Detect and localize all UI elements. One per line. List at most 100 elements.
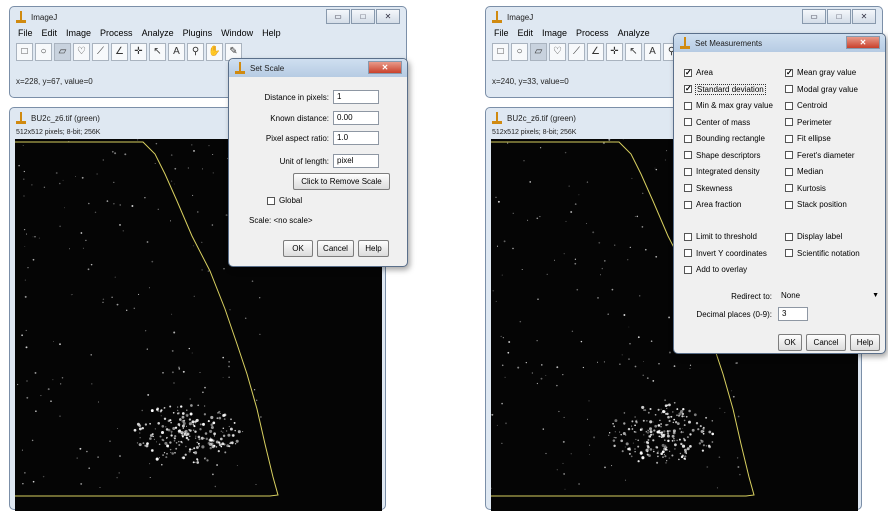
area-fraction-checkbox[interactable]: Area fraction xyxy=(684,200,741,209)
hand-tool-icon[interactable]: ✋ xyxy=(206,43,223,61)
skewness-checkbox[interactable]: Skewness xyxy=(684,184,732,193)
invert-y-coordinates-checkbox[interactable]: Invert Y coordinates xyxy=(684,249,767,258)
rectangle-tool-icon[interactable]: □ xyxy=(492,43,509,61)
fluorescence-spot xyxy=(155,457,159,461)
limit-to-threshold-checkbox[interactable]: Limit to threshold xyxy=(684,232,757,241)
display-label-checkbox[interactable]: Display label xyxy=(785,232,842,241)
remove-scale-button[interactable]: Click to Remove Scale xyxy=(293,173,390,190)
close-button[interactable]: ✕ xyxy=(376,9,400,24)
global-checkbox[interactable]: Global xyxy=(267,196,302,205)
menu-analyze[interactable]: Analyze xyxy=(617,28,650,38)
line-tool-icon[interactable]: ⟋ xyxy=(568,43,585,61)
point-tool-icon[interactable]: ✛ xyxy=(130,43,147,61)
kurtosis-checkbox[interactable]: Kurtosis xyxy=(785,184,826,193)
close-button[interactable]: ✕ xyxy=(846,36,880,49)
fluorescence-spot xyxy=(170,154,173,156)
ok-button[interactable]: OK xyxy=(283,240,313,257)
ok-button[interactable]: OK xyxy=(778,334,802,351)
fluorescence-spot xyxy=(647,429,649,431)
close-button[interactable]: ✕ xyxy=(368,61,402,74)
menu-image[interactable]: Image xyxy=(66,28,92,38)
fluorescence-spot xyxy=(177,411,180,415)
modal-gray-value-checkbox[interactable]: Modal gray value xyxy=(785,85,858,94)
wand-tool-icon[interactable]: ↖ xyxy=(625,43,642,61)
magnifier-tool-icon[interactable]: ⚲ xyxy=(187,43,204,61)
menu-edit[interactable]: Edit xyxy=(517,28,534,38)
cancel-button[interactable]: Cancel xyxy=(317,240,354,257)
shape-descriptors-checkbox[interactable]: Shape descriptors xyxy=(684,151,760,160)
angle-tool-icon[interactable]: ∠ xyxy=(587,43,604,61)
integrated-density-checkbox[interactable]: Integrated density xyxy=(684,167,760,176)
rectangle-tool-icon[interactable]: □ xyxy=(16,43,33,61)
pixel-aspect-ratio-field[interactable]: 1.0 xyxy=(333,131,379,145)
min-max-gray-value-checkbox[interactable]: Min & max gray value xyxy=(684,101,773,110)
menu-edit[interactable]: Edit xyxy=(41,28,58,38)
fluorescence-spot xyxy=(652,380,655,382)
perimeter-checkbox[interactable]: Perimeter xyxy=(785,118,832,127)
fluorescence-spot xyxy=(259,416,262,418)
dialog-title-bar[interactable]: Set Scale ✕ xyxy=(229,59,407,77)
fluorescence-spot xyxy=(139,437,141,439)
standard-deviation-checkbox[interactable]: ✓ Standard deviation xyxy=(684,83,766,95)
maximize-button[interactable]: □ xyxy=(827,9,851,24)
image-title-bar[interactable]: BU2c_z6.tif (green) xyxy=(10,108,385,128)
oval-tool-icon[interactable]: ○ xyxy=(35,43,52,61)
bounding-rectangle-checkbox[interactable]: Bounding rectangle xyxy=(684,134,765,143)
center-of-mass-checkbox[interactable]: Center of mass xyxy=(684,118,750,127)
scientific-notation-checkbox[interactable]: Scientific notation xyxy=(785,249,860,258)
menu-plugins[interactable]: Plugins xyxy=(182,28,213,38)
point-tool-icon[interactable]: ✛ xyxy=(606,43,623,61)
known-distance-field[interactable]: 0.00 xyxy=(333,111,379,125)
fluorescence-spot xyxy=(703,430,705,432)
menu-help[interactable]: Help xyxy=(262,28,281,38)
polygon-tool-icon[interactable]: ▱ xyxy=(54,43,71,61)
add-to-overlay-checkbox[interactable]: Add to overlay xyxy=(684,265,747,274)
menu-file[interactable]: File xyxy=(494,28,509,38)
area-checkbox[interactable]: ✓ Area xyxy=(684,68,713,77)
fluorescence-spot xyxy=(574,203,577,205)
image-title-bar[interactable]: BU2c_z6.tif (green) xyxy=(486,108,861,128)
dialog-title-bar[interactable]: Set Measurements ✕ xyxy=(674,34,885,52)
fluorescence-spot xyxy=(702,432,705,435)
menu-analyze[interactable]: Analyze xyxy=(141,28,174,38)
help-button[interactable]: Help xyxy=(850,334,880,351)
help-button[interactable]: Help xyxy=(358,240,389,257)
fluorescence-spot xyxy=(222,427,225,429)
menu-process[interactable]: Process xyxy=(100,28,133,38)
text-tool-icon[interactable]: A xyxy=(168,43,185,61)
menu-file[interactable]: File xyxy=(18,28,33,38)
minimize-button[interactable]: ▭ xyxy=(802,9,826,24)
menu-window[interactable]: Window xyxy=(221,28,254,38)
feret-s-diameter-checkbox[interactable]: Feret's diameter xyxy=(785,151,855,160)
centroid-checkbox[interactable]: Centroid xyxy=(785,101,827,110)
fluorescence-spot xyxy=(26,396,29,399)
distance-in-pixels-field[interactable]: 1 xyxy=(333,90,379,104)
angle-tool-icon[interactable]: ∠ xyxy=(111,43,128,61)
wand-tool-icon[interactable]: ↖ xyxy=(149,43,166,61)
checkbox-box xyxy=(684,101,692,110)
oval-tool-icon[interactable]: ○ xyxy=(511,43,528,61)
decimal-places-field[interactable]: 3 xyxy=(778,307,808,321)
redirect-to-select[interactable]: None ▼ xyxy=(778,289,882,303)
maximize-button[interactable]: □ xyxy=(351,9,375,24)
freehand-tool-icon[interactable]: ♡ xyxy=(73,43,90,61)
close-button[interactable]: ✕ xyxy=(852,9,876,24)
mean-gray-value-checkbox[interactable]: ✓ Mean gray value xyxy=(785,68,856,77)
fluorescence-spot xyxy=(191,420,195,424)
stack-position-checkbox[interactable]: Stack position xyxy=(785,200,847,209)
median-checkbox[interactable]: Median xyxy=(785,167,823,176)
menu-process[interactable]: Process xyxy=(576,28,609,38)
unit-of-length-field[interactable]: pixel xyxy=(333,154,379,168)
line-tool-icon[interactable]: ⟋ xyxy=(92,43,109,61)
menu-image[interactable]: Image xyxy=(542,28,568,38)
polygon-tool-icon[interactable]: ▱ xyxy=(530,43,547,61)
fluorescence-spot xyxy=(149,463,151,465)
freehand-tool-icon[interactable]: ♡ xyxy=(549,43,566,61)
text-tool-icon[interactable]: A xyxy=(644,43,661,61)
minimize-button[interactable]: ▭ xyxy=(326,9,350,24)
title-bar[interactable]: ImageJ ▭ □ ✕ xyxy=(486,7,882,27)
cancel-button[interactable]: Cancel xyxy=(806,334,846,351)
fit-ellipse-checkbox[interactable]: Fit ellipse xyxy=(785,134,831,143)
title-bar[interactable]: ImageJ ▭ □ ✕ xyxy=(10,7,406,27)
fluorescence-spot xyxy=(664,448,667,451)
